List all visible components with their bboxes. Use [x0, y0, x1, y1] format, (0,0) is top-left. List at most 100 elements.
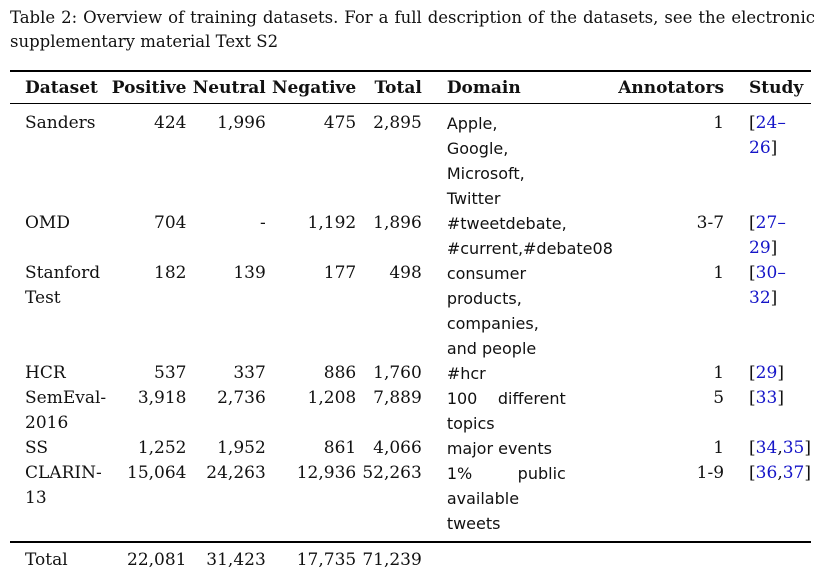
citation-bracket: [ [749, 213, 756, 233]
cell-total: 4,066 [373, 438, 422, 458]
dataset-name-line: SemEval- [25, 388, 107, 408]
cell-domain: Apple, Google, Microsoft, Twitter [422, 103, 613, 211]
cell-dataset: SS [10, 436, 106, 461]
cell-dataset: HCR [10, 361, 106, 386]
citation-separator: – [777, 213, 786, 233]
citation-bracket: [ [749, 388, 756, 408]
cell-positive: 537 [154, 363, 187, 383]
cell-negative: 1,192 [307, 213, 357, 233]
domain-line: Apple, [446, 114, 498, 133]
table-body: Sanders 424 1,996 475 2,895 Apple, Google, Micr… [10, 103, 811, 536]
cell-annotators: 1-9 [696, 463, 725, 483]
domain-line: available [446, 489, 520, 508]
cell-study: [34,35] [724, 436, 811, 461]
table-row: Sanders 424 1,996 475 2,895 Apple, Google, Micr… [10, 103, 811, 211]
cell-study: [36,37] [724, 461, 811, 536]
domain-line: consumer [446, 264, 527, 283]
cell-negative: 886 [323, 363, 357, 383]
domain-line: 100 different [446, 389, 566, 408]
cell-domain: consumer products, companies, and people [422, 261, 613, 361]
citation-link[interactable]: 37 [782, 463, 805, 483]
table-row: SemEval- 2016 3,918 2,736 1,208 7,889 100 diff… [10, 386, 811, 436]
cell-positive: 1,252 [137, 438, 187, 458]
table-row: OMD 704 - 1,192 1,896 #tweetdebate, #current,#… [10, 211, 811, 261]
domain-line: Google, [446, 139, 509, 158]
cell-neutral: 1,952 [217, 438, 266, 458]
domain-line: and people [446, 339, 537, 358]
top-rule [10, 70, 811, 72]
dataset-name-line: Test [25, 288, 61, 308]
citation-link[interactable]: 29 [755, 363, 778, 383]
cell-positive: 704 [154, 213, 187, 233]
domain-line: topics [446, 414, 495, 433]
citation-link[interactable]: 33 [755, 388, 778, 408]
header-rule [10, 103, 811, 104]
cell-study: [24–26] [724, 103, 811, 211]
cell-dataset: Stanford Test [10, 261, 106, 361]
header-row: Dataset Positive Neutral Negative Total … [10, 74, 811, 103]
cell-domain: 100 different topics [422, 386, 613, 436]
domain-line: products, [446, 289, 522, 308]
citation-link[interactable]: 24 [755, 113, 778, 133]
cell-dataset: SemEval- 2016 [10, 386, 106, 436]
cell-study: [33] [724, 386, 811, 436]
total-label: Total [25, 550, 68, 570]
training-datasets-table: Dataset Positive Neutral Negative Total … [10, 74, 811, 573]
cell-dataset: Sanders [10, 103, 106, 211]
total-neutral: 31,423 [206, 550, 266, 570]
domain-line: tweets [446, 514, 501, 533]
cell-positive: 3,918 [137, 388, 187, 408]
cell-total: 7,889 [373, 388, 422, 408]
cell-domain: major events [422, 436, 613, 461]
citation-link[interactable]: 34 [755, 438, 778, 458]
citation-separator: , [777, 463, 783, 483]
total-total: 71,239 [362, 550, 422, 570]
citation-link[interactable]: 35 [782, 438, 805, 458]
citation-link[interactable]: 27 [755, 213, 778, 233]
cell-neutral: 24,263 [206, 463, 266, 483]
domain-line: #tweetdebate, [446, 214, 567, 233]
cell-study: [30–32] [724, 261, 811, 361]
cell-total: 2,895 [373, 113, 422, 133]
cell-neutral: 1,996 [217, 113, 266, 133]
cell-neutral: 337 [233, 363, 266, 383]
citation-separator: – [777, 263, 786, 283]
dataset-name-line: OMD [25, 213, 70, 233]
citation-link[interactable]: 32 [749, 288, 771, 308]
cell-annotators: 1 [713, 363, 725, 383]
dataset-name-line: 2016 [25, 413, 69, 433]
citation-link[interactable]: 29 [749, 238, 771, 258]
cell-negative: 1,208 [307, 388, 357, 408]
bottom-rule [10, 541, 811, 543]
cell-negative: 475 [323, 113, 357, 133]
citation-bracket: [ [749, 438, 756, 458]
cell-positive: 15,064 [127, 463, 187, 483]
cell-neutral: - [260, 213, 266, 233]
cell-total: 1,896 [373, 213, 422, 233]
dataset-name-line: 13 [25, 488, 47, 508]
citation-bracket: ] [777, 388, 784, 408]
total-positive: 22,081 [127, 550, 187, 570]
dataset-name-line: CLARIN- [25, 463, 102, 483]
cell-annotators: 1 [713, 263, 725, 283]
cell-domain: 1% public available tweets [422, 461, 613, 536]
total-negative: 17,735 [296, 550, 357, 570]
cell-total: 498 [389, 263, 422, 283]
citation-link[interactable]: 36 [755, 463, 778, 483]
cell-dataset: CLARIN- 13 [10, 461, 106, 536]
domain-line: #current,#debate08 [446, 239, 613, 258]
citation-link[interactable]: 26 [749, 138, 771, 158]
cell-neutral: 139 [233, 263, 266, 283]
citation-link[interactable]: 30 [755, 263, 778, 283]
table-row: SS 1,252 1,952 861 4,066 major events 1 [34,35] [10, 436, 811, 461]
cell-negative: 177 [323, 263, 357, 283]
table-row: CLARIN- 13 15,064 24,263 12,936 52,263 1% publ… [10, 461, 811, 536]
cell-annotators: 1 [713, 113, 725, 133]
domain-line: major events [446, 439, 553, 458]
cell-study: [27–29] [724, 211, 811, 261]
header-total: Total [374, 78, 422, 98]
citation-bracket: [ [749, 463, 756, 483]
header-dataset: Dataset [25, 78, 98, 98]
cell-negative: 12,936 [296, 463, 357, 483]
domain-line: Microsoft, [446, 164, 525, 183]
